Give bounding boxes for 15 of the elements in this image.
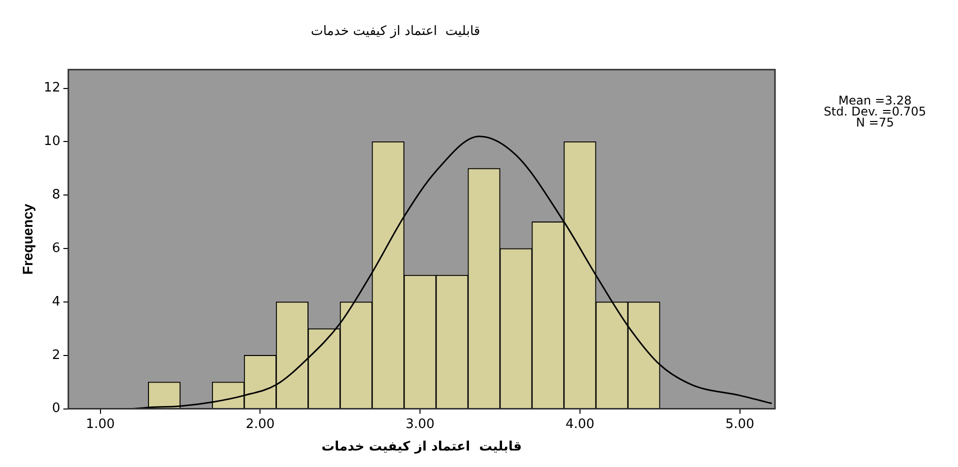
chart-title: قابلیت اعتماد از کیفیت خدمات [310,24,480,40]
y-tick-label: 0 [52,401,60,416]
x-tick-label: 2.00 [246,416,275,432]
x-tick-label: 1.00 [86,416,115,432]
x-tick-label: 5.00 [725,416,754,432]
y-tick-label: 8 [52,188,60,203]
y-tick-label: 4 [52,294,60,310]
y-tick-label: 12 [44,80,60,96]
y-tick-label: 10 [44,134,60,150]
y-tick-label: 6 [52,240,60,256]
y-axis-title: Frequency [19,204,36,275]
x-axis-title: قابلیت اعتماد از کیفیت خدمات [322,440,522,455]
x-tick-label: 3.00 [406,416,435,432]
y-tick-label: 2 [52,348,60,363]
x-tick-label: 4.00 [565,416,594,432]
